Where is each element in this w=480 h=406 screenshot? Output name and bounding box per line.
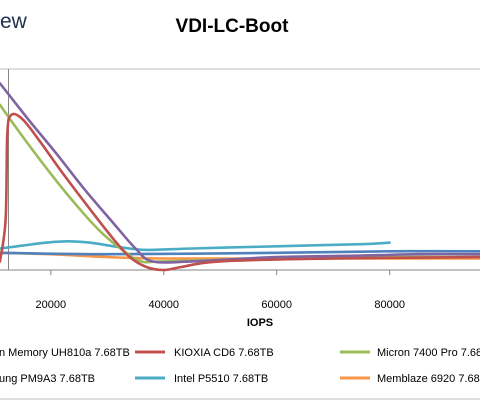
legend-label-5: Memblaze 6920 7.68TB <box>377 373 480 385</box>
legend-label-1: KIOXIA CD6 7.68TB <box>174 347 274 359</box>
x-tick-label: 40000 <box>148 299 179 311</box>
x-tick-label: 60000 <box>261 299 292 311</box>
x-ticks: 20000 40000 60000 80000 <box>36 270 405 311</box>
series-line-4 <box>0 240 391 252</box>
x-tick-label: 80000 <box>374 299 405 311</box>
series-line-0 <box>0 249 480 256</box>
series-line-1 <box>0 112 480 272</box>
x-tick-label: 20000 <box>36 299 67 311</box>
legend: n Memory UH810a 7.68TB KIOXIA CD6 7.68TB M… <box>0 347 480 385</box>
series-lines <box>0 82 480 272</box>
legend-label-4: Intel P5510 7.68TB <box>174 373 268 385</box>
legend-label-2: Micron 7400 Pro 7.68TB <box>377 347 480 359</box>
series-line-3 <box>0 82 480 264</box>
logo-text: ew <box>0 10 28 33</box>
chart-title: VDI-LC-Boot <box>176 16 290 37</box>
legend-label-3: ung PM9A3 7.68TB <box>0 373 95 385</box>
legend-label-0: n Memory UH810a 7.68TB <box>0 347 130 359</box>
x-axis-title: IOPS <box>247 317 273 329</box>
